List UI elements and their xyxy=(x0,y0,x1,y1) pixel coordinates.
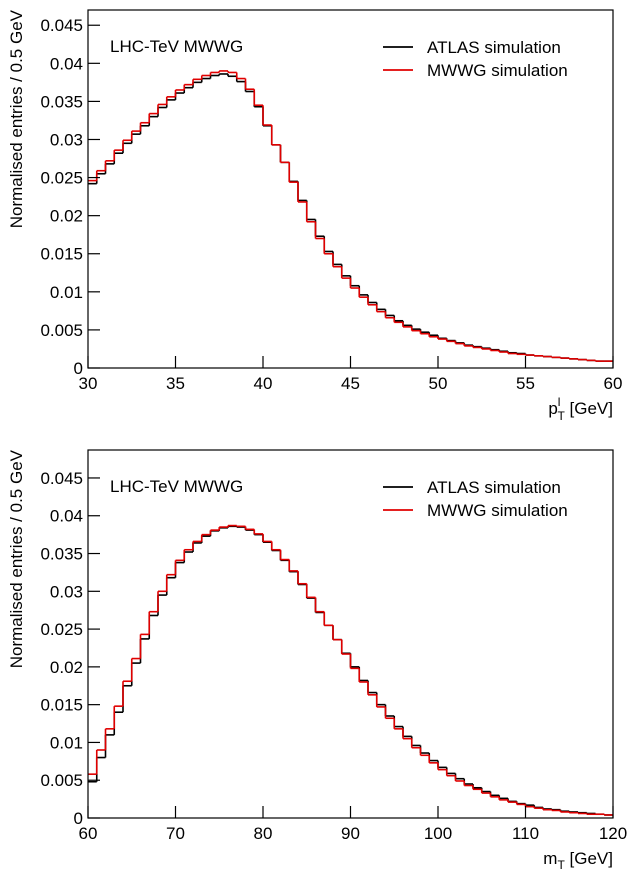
legend-label: MWWG simulation xyxy=(427,501,568,520)
y-axis-label: Normalised entries / 0.5 GeV xyxy=(7,449,26,668)
annotation: LHC-TeV MWWG xyxy=(110,37,243,56)
x-tick-label: 100 xyxy=(424,824,452,843)
y-tick-label: 0.035 xyxy=(40,545,83,564)
x-tick-label: 120 xyxy=(599,824,627,843)
y-tick-label: 0.015 xyxy=(40,245,83,264)
x-tick-label: 40 xyxy=(254,374,273,393)
y-tick-label: 0.02 xyxy=(50,207,83,226)
x-label-rest: [GeV] xyxy=(565,399,613,418)
y-tick-label: 0.03 xyxy=(50,130,83,149)
y-tick-label: 0.005 xyxy=(40,321,83,340)
x-label-base: p xyxy=(548,399,557,418)
y-tick-label: 0.015 xyxy=(40,696,83,715)
x-axis-label: mT [GeV] xyxy=(543,849,613,872)
y-tick-label: 0.04 xyxy=(50,54,83,73)
x-tick-label: 35 xyxy=(166,374,185,393)
legend-label: ATLAS simulation xyxy=(427,38,561,57)
legend-label: MWWG simulation xyxy=(427,61,568,80)
y-axis-label: Normalised entries / 0.5 GeV xyxy=(7,9,26,228)
x-tick-label: 80 xyxy=(254,824,273,843)
y-tick-label: 0.04 xyxy=(50,507,83,526)
x-tick-label: 110 xyxy=(512,824,539,843)
y-tick-label: 0.02 xyxy=(50,658,83,677)
x-tick-label: 55 xyxy=(516,374,535,393)
x-tick-label: 50 xyxy=(429,374,448,393)
x-tick-label: 45 xyxy=(341,374,360,393)
x-axis-label: pl T [GeV] xyxy=(548,395,613,423)
x-label-sup: l xyxy=(558,395,561,409)
y-tick-label: 0.025 xyxy=(40,620,83,639)
x-label-base: m xyxy=(543,849,557,868)
y-tick-label: 0.045 xyxy=(40,469,83,488)
x-label-sub: T xyxy=(557,858,565,872)
x-tick-label: 30 xyxy=(79,374,98,393)
x-tick-label: 90 xyxy=(341,824,360,843)
y-tick-label: 0.03 xyxy=(50,582,83,601)
x-tick-label: 60 xyxy=(79,824,98,843)
x-tick-label: 70 xyxy=(166,824,185,843)
y-tick-label: 0.035 xyxy=(40,92,83,111)
chart-panel: 0 0.005 0.01 0.015 0.02 0.025 0.03 0.035 0.04 0.0… xyxy=(7,449,627,872)
y-tick-label: 0.045 xyxy=(40,16,83,35)
y-tick-label: 0.01 xyxy=(50,283,83,302)
y-tick-label: 0.01 xyxy=(50,733,83,752)
annotation: LHC-TeV MWWG xyxy=(110,477,243,496)
legend-label: ATLAS simulation xyxy=(427,478,561,497)
y-tick-label: 0 xyxy=(74,359,83,378)
y-tick-label: 0 xyxy=(74,809,83,828)
x-label-sub: T xyxy=(557,409,565,423)
y-tick-label: 0.005 xyxy=(40,771,83,790)
x-tick-label: 60 xyxy=(604,374,623,393)
chart-panel: 0 0.005 0.01 0.015 0.02 0.025 0.03 0.035 0.04 0.0… xyxy=(7,9,622,423)
y-tick-label: 0.025 xyxy=(40,169,83,188)
x-label-rest: [GeV] xyxy=(565,849,613,868)
